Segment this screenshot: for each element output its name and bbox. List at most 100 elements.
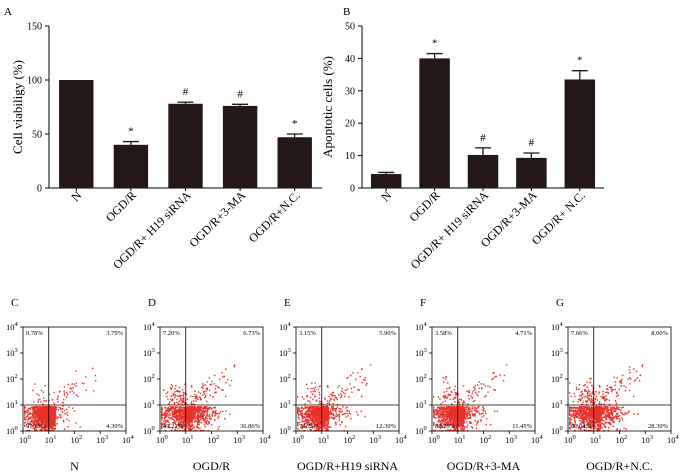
event-dot — [476, 393, 478, 395]
event-dot — [315, 424, 317, 426]
event-dot — [30, 420, 33, 422]
event-dot — [52, 419, 54, 421]
event-dot — [42, 415, 44, 417]
event-dot — [314, 423, 317, 425]
event-dot — [205, 416, 207, 418]
event-dot — [199, 392, 202, 394]
event-dot — [327, 386, 329, 388]
event-dot — [341, 410, 344, 412]
x-tick-label: 102 — [208, 434, 220, 445]
event-dot — [323, 417, 325, 419]
event-dot — [33, 411, 35, 413]
event-dot — [196, 416, 198, 418]
event-dot — [63, 398, 65, 401]
event-dot — [33, 424, 35, 426]
event-dot — [213, 419, 216, 421]
event-dot — [50, 406, 52, 408]
event-dot — [173, 419, 175, 421]
event-dot — [452, 406, 455, 408]
event-dot — [450, 423, 453, 425]
x-category-label: N — [378, 188, 394, 204]
event-dot — [455, 412, 458, 414]
event-dot — [322, 415, 324, 418]
event-dot — [192, 418, 195, 420]
event-dot — [43, 426, 45, 429]
event-dot — [460, 424, 463, 427]
event-dot — [184, 402, 186, 404]
event-dot — [357, 389, 359, 391]
event-dot — [317, 422, 320, 424]
event-dot — [164, 421, 167, 423]
event-dot — [48, 428, 50, 430]
event-dot — [297, 422, 299, 424]
event-dot — [493, 389, 495, 391]
event-dot — [36, 393, 38, 395]
event-dot — [465, 421, 468, 423]
event-dot — [43, 406, 45, 408]
event-dot — [318, 407, 321, 409]
event-dot — [208, 389, 211, 391]
event-dot — [332, 409, 334, 412]
event-dot — [46, 411, 48, 413]
event-dot — [310, 419, 313, 422]
event-dot — [54, 422, 56, 424]
x-tick-label: 103 — [233, 434, 245, 445]
event-dot — [434, 409, 437, 411]
event-dot — [324, 409, 327, 412]
event-dot — [445, 376, 448, 379]
event-dot — [34, 422, 36, 425]
event-dot — [53, 424, 55, 426]
event-dot — [33, 401, 35, 403]
quadrant-upper-left-percent: 0.78% — [26, 330, 43, 337]
event-dot — [301, 410, 303, 412]
event-dot — [184, 415, 186, 417]
event-dot — [30, 424, 33, 426]
event-dot — [75, 385, 77, 387]
panel-label: A — [4, 6, 12, 18]
event-dot — [54, 412, 57, 414]
event-dot — [182, 409, 185, 412]
event-dot — [37, 406, 39, 409]
event-dot — [456, 409, 458, 412]
event-dot — [466, 411, 468, 414]
event-dot — [199, 409, 201, 411]
event-dot — [316, 416, 319, 418]
event-dot — [183, 414, 186, 416]
event-dot — [174, 408, 176, 410]
event-dot — [369, 364, 372, 366]
event-dot — [183, 400, 185, 403]
event-dot — [37, 422, 40, 425]
event-dot — [165, 416, 167, 418]
event-dot — [53, 406, 55, 409]
event-dot — [45, 410, 47, 412]
event-dot — [51, 419, 53, 422]
event-dot — [325, 427, 328, 429]
event-dot — [184, 420, 186, 423]
event-dot — [314, 417, 316, 419]
event-dot — [451, 416, 453, 418]
event-dot — [182, 416, 184, 418]
event-dot — [182, 406, 184, 408]
event-dot — [191, 426, 193, 428]
event-dot — [71, 390, 73, 392]
event-dot — [209, 394, 211, 397]
x-category-label: OGD/R+N.C. — [246, 188, 303, 245]
event-dot — [331, 412, 333, 415]
event-dot — [200, 406, 202, 408]
event-dot — [348, 396, 350, 398]
event-dot — [204, 393, 206, 395]
event-dot — [48, 422, 51, 424]
event-dot — [173, 408, 175, 410]
event-dot — [181, 397, 184, 400]
event-dot — [49, 422, 52, 424]
event-dot — [477, 421, 479, 423]
event-dot — [32, 406, 35, 408]
event-dot — [297, 396, 299, 398]
event-dot — [320, 408, 322, 410]
event-dot — [183, 421, 185, 423]
event-dot — [327, 418, 329, 421]
event-dot — [170, 407, 173, 409]
event-dot — [297, 410, 299, 412]
y-tick-label: 50 — [345, 22, 355, 33]
event-dot — [229, 413, 231, 415]
